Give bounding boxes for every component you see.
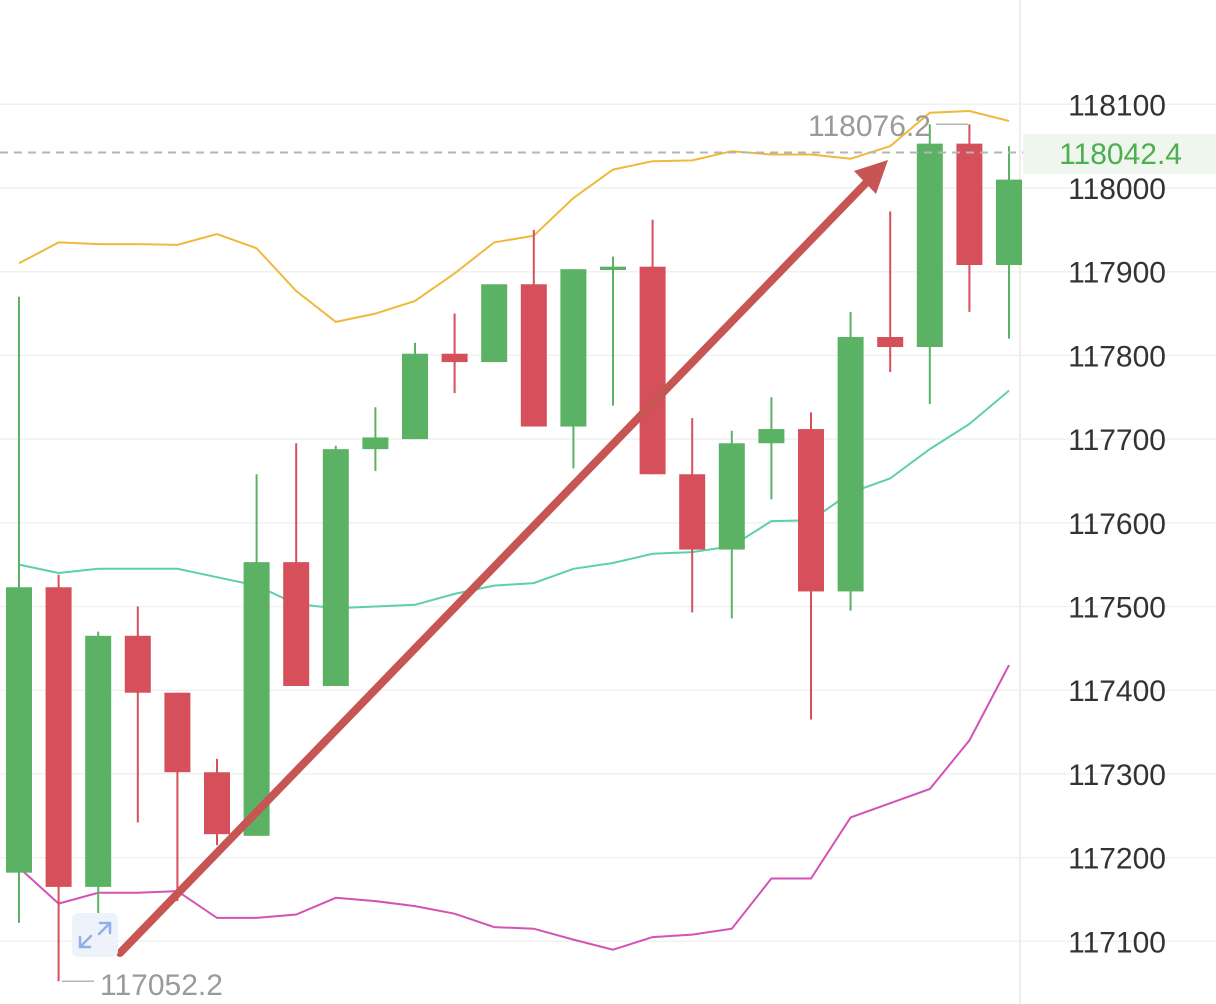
y-tick-label: 118000 bbox=[1068, 173, 1166, 206]
y-tick-label: 117500 bbox=[1068, 592, 1166, 625]
candle-body bbox=[6, 587, 32, 873]
candle-body bbox=[718, 443, 745, 550]
high-annotation: 118076.2 bbox=[808, 110, 931, 143]
expand-icon[interactable] bbox=[72, 913, 118, 957]
candle-body bbox=[639, 266, 666, 475]
trend-arrow[interactable] bbox=[116, 179, 870, 957]
candles bbox=[6, 124, 1022, 982]
candle-body bbox=[996, 179, 1022, 266]
y-tick-label: 117400 bbox=[1068, 675, 1166, 708]
y-tick-label: 118100 bbox=[1068, 89, 1166, 122]
candle-up bbox=[402, 342, 428, 440]
candle-body bbox=[481, 284, 508, 363]
y-tick-label: 117700 bbox=[1068, 424, 1166, 457]
candle-down bbox=[124, 606, 151, 823]
candle-down bbox=[679, 418, 706, 613]
candle-down bbox=[45, 574, 72, 982]
expand-icon-glyph bbox=[78, 921, 112, 949]
candle-up bbox=[718, 430, 745, 619]
candle-down bbox=[204, 758, 230, 846]
candle-body bbox=[124, 635, 151, 693]
candle-body bbox=[204, 772, 230, 835]
candle-body bbox=[956, 143, 983, 266]
candle-up bbox=[916, 124, 943, 404]
candle-body bbox=[283, 562, 310, 687]
candle-down bbox=[956, 124, 983, 312]
candle-down bbox=[639, 219, 666, 475]
candle-body bbox=[798, 429, 824, 592]
y-tick-label: 117200 bbox=[1068, 843, 1166, 876]
candle-body bbox=[322, 449, 349, 687]
candle-down bbox=[520, 229, 547, 427]
lower-band-line bbox=[18, 664, 1010, 951]
candle-up bbox=[362, 407, 389, 471]
candle-up bbox=[560, 269, 587, 469]
y-tick-label: 117800 bbox=[1068, 340, 1166, 373]
candle-body bbox=[402, 353, 428, 440]
y-tick-label: 117600 bbox=[1068, 508, 1166, 541]
candle-up bbox=[243, 474, 270, 836]
candle-body bbox=[164, 692, 191, 773]
candle-up bbox=[6, 296, 32, 923]
candle-up bbox=[322, 445, 349, 687]
candle-up bbox=[758, 397, 785, 500]
overlay bbox=[0, 123, 1216, 983]
candle-body bbox=[679, 474, 706, 550]
price-axis: 118100 118000 117900 117800 117700 117600 1175… bbox=[1068, 89, 1166, 959]
y-tick-label: 117100 bbox=[1068, 926, 1166, 959]
last-price-label: 118042.4 bbox=[1059, 138, 1182, 171]
candle-body bbox=[441, 353, 468, 363]
candle-body bbox=[243, 562, 270, 836]
candle-down bbox=[164, 692, 191, 902]
candle-body bbox=[600, 266, 626, 271]
candle-body bbox=[45, 587, 72, 887]
candle-up bbox=[996, 146, 1022, 339]
candle-body bbox=[877, 336, 904, 348]
candle-body bbox=[560, 269, 587, 427]
candle-up bbox=[600, 256, 626, 406]
upper-band-line bbox=[18, 109, 1010, 323]
candle-body bbox=[837, 336, 864, 592]
candle-body bbox=[85, 635, 112, 887]
expand-icon-bg bbox=[72, 913, 118, 957]
candle-down bbox=[798, 412, 824, 720]
low-annotation: 117052.2 bbox=[100, 969, 223, 1002]
candle-body bbox=[362, 437, 389, 450]
candle-body bbox=[758, 429, 785, 444]
candle-body bbox=[520, 284, 547, 427]
candle-up bbox=[85, 631, 112, 954]
y-tick-label: 117300 bbox=[1068, 759, 1166, 792]
last-price-badge bbox=[1023, 134, 1216, 174]
candle-down bbox=[877, 211, 904, 373]
candle-down bbox=[441, 313, 468, 394]
candle-down bbox=[283, 443, 310, 687]
trend-arrow-head bbox=[854, 160, 888, 194]
candle-up bbox=[837, 311, 864, 611]
candle-body bbox=[916, 143, 943, 348]
y-tick-label: 117900 bbox=[1068, 257, 1166, 290]
candle-up bbox=[481, 284, 508, 363]
